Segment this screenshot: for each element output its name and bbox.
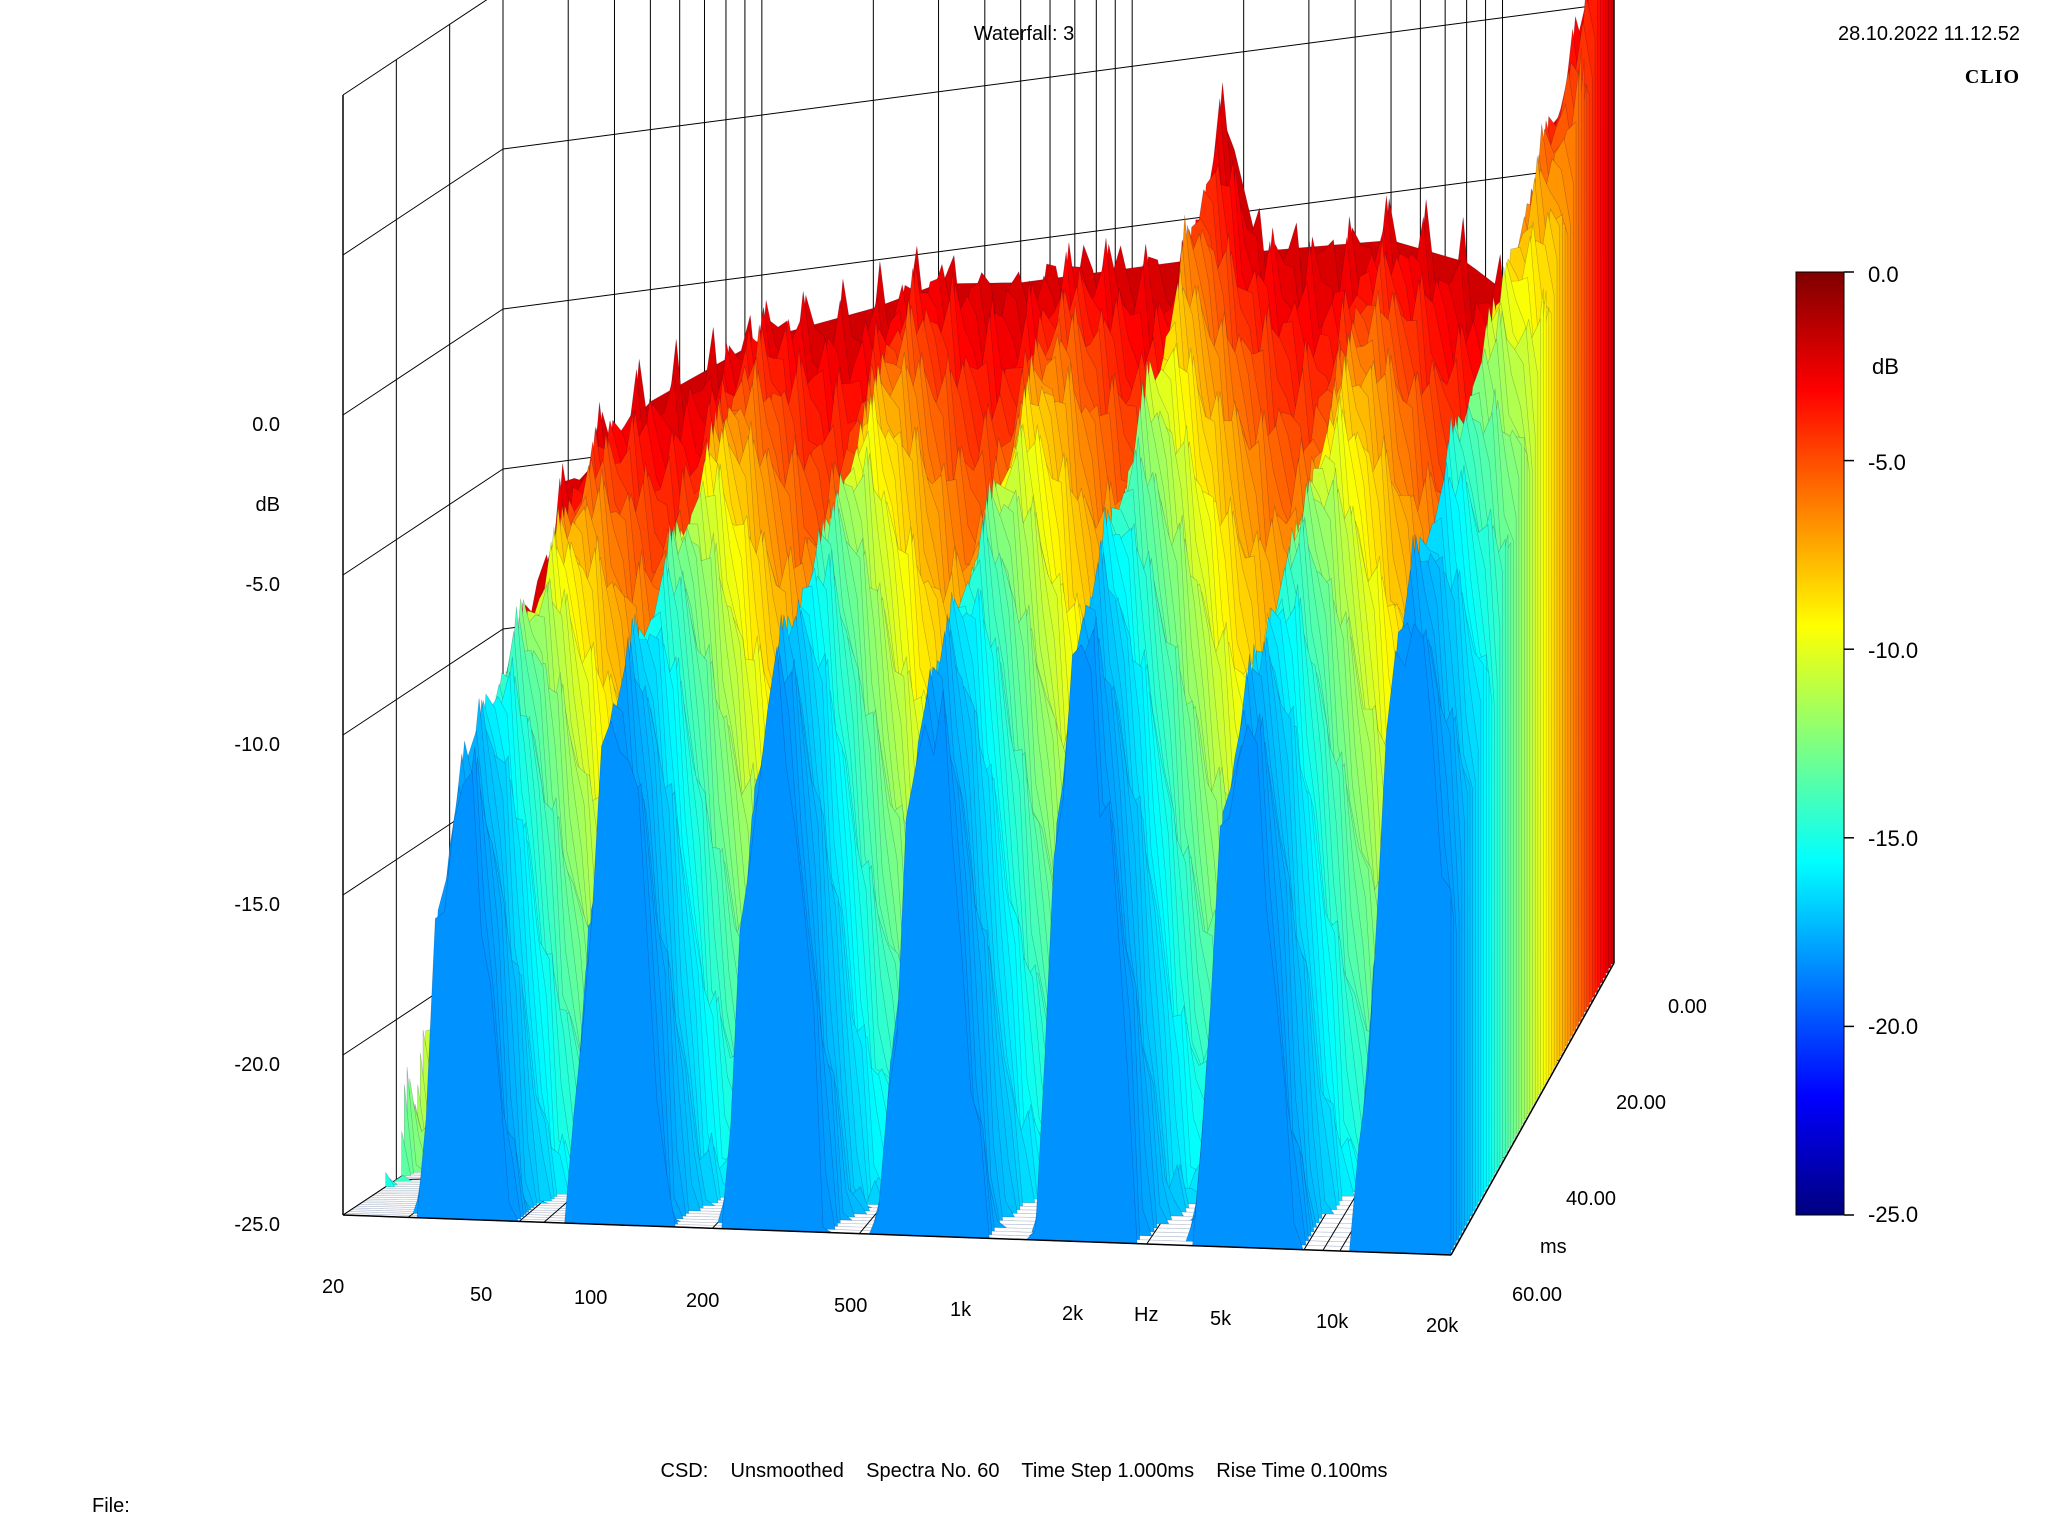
colorbar-tick-label: -10.0 [1868, 638, 1919, 663]
grid-line [342, 308, 504, 416]
z-tick-label: 60.00 [1512, 1284, 1563, 1306]
grid-line [342, 628, 504, 736]
x-tick-label: 20k [1426, 1315, 1459, 1337]
y-tick-label: -10.0 [234, 734, 280, 756]
y-tick-label: -15.0 [234, 894, 280, 916]
colorbar-tick-label: 0.0 [1868, 262, 1899, 287]
grid-line [342, 148, 504, 256]
colorbar-tick-label: -25.0 [1868, 1202, 1919, 1227]
x-tick-label: 10k [1316, 1311, 1349, 1333]
csd-settings-info: CSD: Unsmoothed Spectra No. 60 Time Step… [660, 1460, 1388, 1482]
x-tick-label: 20 [322, 1276, 345, 1298]
plot-frame [342, 0, 1615, 1256]
file-label: File: [92, 1495, 130, 1517]
x-tick-label: 100 [574, 1287, 608, 1309]
colorbar-title: dB [1872, 354, 1899, 379]
grid-line [342, 0, 488, 96]
colorbar-tick-label: -15.0 [1868, 826, 1919, 851]
chart-title: Waterfall: 3 [973, 23, 1075, 45]
x-tick-label: 200 [686, 1290, 720, 1312]
grid-line [502, 162, 1615, 310]
z-tick-label: 40.00 [1566, 1188, 1617, 1210]
y-tick-label: 0.0 [252, 414, 280, 436]
colorbar [1795, 271, 1845, 1216]
y-tick-label: -5.0 [245, 574, 280, 596]
timestamp: 28.10.2022 11.12.52 [1837, 23, 2020, 45]
colorbar-tick-label: -20.0 [1868, 1014, 1919, 1039]
x-tick-label: 5k [1210, 1308, 1232, 1330]
grid-line [502, 2, 1615, 150]
y-tick-label: -20.0 [234, 1054, 280, 1076]
z-tick-label: 20.00 [1616, 1092, 1667, 1114]
waterfall-surface [342, 0, 1615, 1256]
y-axis-title: dB [255, 494, 280, 516]
x-tick-label: 1k [950, 1299, 972, 1321]
clio-logo: CLIO [1964, 66, 2020, 88]
grid-line [342, 1214, 1452, 1256]
colorbar-ticks [1844, 271, 1854, 1216]
y-tick-label: -25.0 [234, 1214, 280, 1236]
x-tick-label: 2k [1062, 1303, 1084, 1325]
x-axis-title: Hz [1134, 1304, 1159, 1326]
grid-line [342, 468, 504, 576]
z-axis-title: ms [1540, 1236, 1567, 1258]
grid-line [1450, 962, 1615, 1256]
x-tick-label: 500 [834, 1295, 868, 1317]
z-tick-label: 0.00 [1668, 996, 1707, 1018]
colorbar-tick-label: -5.0 [1868, 450, 1906, 475]
x-tick-label: 50 [470, 1284, 493, 1306]
